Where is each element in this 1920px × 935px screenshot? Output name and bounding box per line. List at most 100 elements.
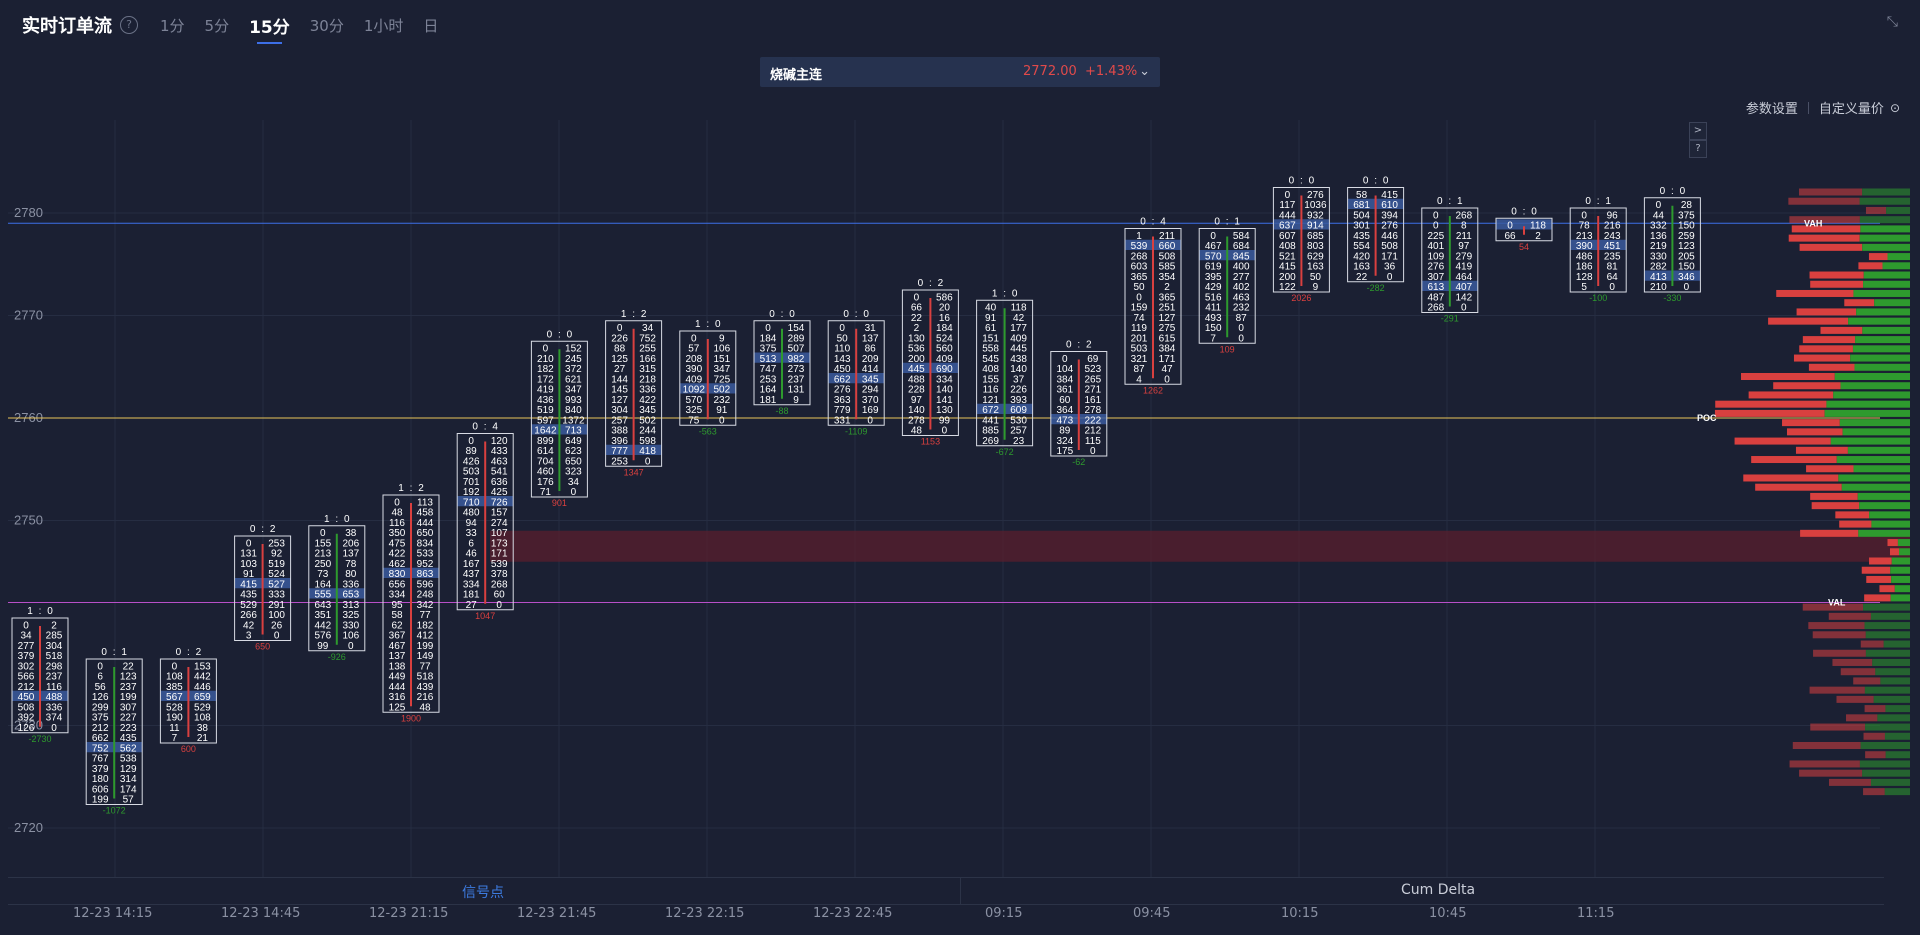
volume-profile-sell (1786, 428, 1843, 436)
footprint-bid-cell: 117 (1279, 200, 1295, 211)
footprint-bid-cell: 516 (1205, 292, 1222, 303)
volume-profile-sell (1743, 474, 1839, 482)
volume-profile-buy (1880, 677, 1910, 685)
collapse-icon[interactable]: ⤡ (1886, 14, 1898, 30)
level-label: VAL (1828, 598, 1846, 608)
footprint-bid-cell: 89 (466, 446, 478, 457)
footprint-bid-cell: 46 (466, 549, 478, 560)
footprint-ask-cell: 435 (120, 733, 137, 744)
footprint-header-left: 1 (324, 514, 330, 525)
question-circle-icon[interactable]: ? (120, 16, 138, 34)
footprint-ask-cell: 78 (345, 559, 357, 570)
expand-panel-button[interactable]: > (1689, 122, 1707, 140)
volume-profile-sell (1802, 336, 1856, 344)
footprint-bid-cell: 413 (1650, 272, 1667, 283)
footprint-ask-cell: 530 (1010, 415, 1027, 426)
footprint-ask-cell: 932 (1307, 210, 1324, 221)
footprint-ask-cell: 0 (719, 415, 725, 426)
footprint-header-sep: : (558, 329, 561, 340)
footprint-bid-cell: 121 (982, 395, 999, 406)
footprint-bid-cell: 48 (911, 426, 923, 437)
footprint-ask-cell: 48 (419, 702, 431, 713)
footprint-header-sep: : (1077, 340, 1080, 351)
volume-profile-sell (1715, 400, 1827, 408)
volume-profile-sell (1795, 446, 1848, 454)
footprint-ask-cell: 77 (419, 610, 431, 621)
footprint-box (85, 658, 143, 805)
footprint-bid-cell: 899 (537, 436, 554, 447)
symbol-change: +1.43% (1085, 64, 1138, 79)
footprint-bid-cell: 334 (389, 590, 406, 601)
footprint-header-sep: : (855, 309, 858, 320)
footprint-ask-cell: 314 (120, 774, 137, 785)
symbol-selector[interactable]: 烧碱主连 2772.00 +1.43% ⌄ (760, 57, 1160, 87)
bottom-panel-tabs: 信号点 Cum Delta (8, 877, 1884, 905)
y-tick-label: 2730 (14, 718, 43, 733)
footprint-bid-cell: 408 (982, 364, 999, 375)
footprint-header-left: 1 (992, 288, 998, 299)
footprint-ask-cell: 684 (1233, 241, 1250, 252)
signal-tab[interactable]: 信号点 (462, 885, 504, 901)
footprint-ask-cell: 444 (417, 518, 434, 529)
footprint-bid-cell: 0 (1433, 210, 1439, 221)
tab-1hour[interactable]: 1小时 (363, 16, 404, 35)
footprint-bid-cell: 396 (611, 436, 628, 447)
footprint-bid-cell: 603 (1131, 262, 1148, 273)
footprint-header-left: 1 (695, 319, 701, 330)
footprint-bid-cell: 136 (1650, 231, 1667, 242)
tab-1min[interactable]: 1分 (160, 16, 185, 35)
footprint-bid-cell: 71 (540, 487, 552, 498)
footprint-ask-cell: 248 (417, 590, 434, 601)
custom-volume-price-link[interactable]: 自定义量价 (1818, 102, 1884, 117)
footprint-ask-cell: 38 (197, 723, 209, 734)
volume-profile-buy (1850, 354, 1910, 362)
footprint-bid-cell: 0 (765, 323, 771, 334)
footprint-bid-cell: 0 (97, 661, 103, 672)
footprint-header-left: 1 (27, 606, 33, 617)
footprint-bid-cell: 0 (691, 333, 697, 344)
footprint-bid-cell: 266 (240, 610, 257, 621)
footprint-ask-cell: 378 (491, 569, 508, 580)
footprint-bid-cell: 395 (1205, 272, 1222, 283)
volume-profile-sell (1788, 234, 1860, 242)
footprint-box (605, 320, 663, 467)
footprint-delta: 1047 (475, 611, 495, 621)
footprint-bid-cell: 435 (240, 590, 257, 601)
volume-profile-sell (1773, 382, 1841, 390)
footprint-ask-cell: 232 (1233, 303, 1250, 314)
settings-circle-icon[interactable]: ⊙ (1889, 100, 1900, 115)
footprint-bid-cell: 50 (837, 333, 849, 344)
cum-delta-tab[interactable]: Cum Delta (1401, 882, 1476, 898)
footprint-ask-cell: 660 (1159, 241, 1176, 252)
footprint-box (382, 494, 440, 713)
x-tick-label: 12-23 21:15 (369, 906, 449, 921)
y-tick-label: 2750 (14, 513, 43, 528)
help-button[interactable]: ? (1689, 140, 1707, 158)
footprint-bid-cell: 885 (982, 426, 999, 437)
footprint-ask-cell: 713 (565, 426, 582, 437)
footprint-header-right: 1 (121, 647, 127, 658)
tab-5min[interactable]: 5分 (204, 16, 230, 35)
footprint-ask-cell: 142 (1455, 292, 1472, 303)
footprint-ask-cell: 118 (1530, 221, 1546, 232)
footprint-bid-cell: 212 (92, 723, 109, 734)
footprint-bid-cell: 536 (908, 344, 925, 355)
chevron-down-icon[interactable]: ⌄ (1139, 64, 1150, 79)
footprint-ask-cell: 375 (1678, 210, 1695, 221)
tab-day[interactable]: 日 (423, 16, 439, 35)
tab-15min[interactable]: 15分 (249, 13, 290, 44)
footprint-bid-cell: 830 (389, 569, 406, 580)
x-tick-label: 12-23 22:15 (665, 906, 745, 921)
footprint-box (827, 320, 885, 426)
footprint-header-right: 2 (1086, 340, 1092, 351)
volume-profile-sell (1864, 705, 1886, 713)
footprint-ask-cell: 291 (268, 600, 285, 611)
footprint-ask-cell: 129 (120, 764, 137, 775)
params-settings-link[interactable]: 参数设置 (1745, 102, 1798, 117)
footprint-box (456, 433, 514, 611)
footprint-bid-cell: 519 (537, 405, 554, 416)
tab-30min[interactable]: 30分 (309, 16, 344, 35)
footprint-ask-cell: 439 (417, 682, 434, 693)
level-label: POC (1697, 413, 1717, 423)
